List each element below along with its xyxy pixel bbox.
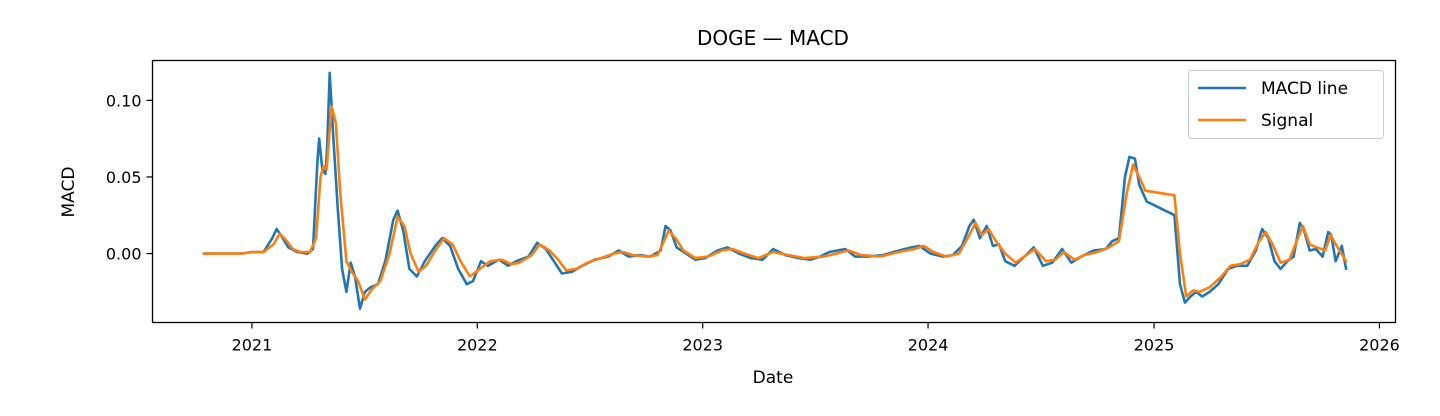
x-tick-label: 2023	[682, 336, 723, 355]
y-axis: 0.00 0.05 0.10	[106, 91, 153, 264]
legend: MACD line Signal	[1188, 70, 1384, 139]
x-tick-label: 2026	[1359, 336, 1400, 355]
series-layer	[202, 71, 1348, 310]
x-tick-label: 2021	[232, 336, 273, 355]
x-tick-label: 2022	[457, 336, 498, 355]
x-axis: 2021 2022 2023 2024 2025 2026	[232, 322, 1400, 355]
plot-area	[202, 71, 1348, 310]
y-tick-label: 0.05	[106, 168, 142, 187]
legend-label-signal: Signal	[1261, 111, 1313, 131]
y-axis-label: MACD	[59, 167, 79, 218]
y-tick-label: 0.00	[106, 245, 142, 264]
y-tick-label: 0.10	[106, 91, 142, 110]
x-axis-label: Date	[753, 368, 794, 388]
axes-frame	[151, 59, 1397, 324]
chart-title: DOGE — MACD	[697, 26, 849, 50]
legend-label-macd-line: MACD line	[1261, 79, 1348, 99]
x-tick-label: 2025	[1134, 336, 1175, 355]
x-tick-label: 2024	[908, 336, 949, 355]
series-line-signal	[202, 105, 1348, 301]
